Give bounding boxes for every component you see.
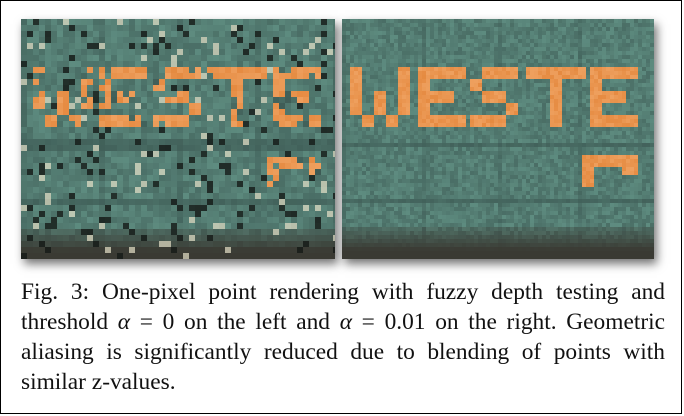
panel-right-alpha-0-01 — [342, 19, 654, 259]
caption-prefix: Fig. 3: One-pixel point rendering with f… — [21, 279, 665, 335]
smooth-render-image — [342, 19, 654, 259]
alpha-symbol-1: α — [117, 309, 131, 335]
alpha-symbol-2: α — [339, 309, 352, 335]
caption-middle: = 0 on the left and — [130, 309, 340, 335]
noisy-render-image — [21, 19, 335, 259]
panel-left-alpha-0 — [21, 19, 335, 259]
figure-caption: Fig. 3: One-pixel point rendering with f… — [21, 277, 665, 397]
caption-suffix: = 0.01 on the right. Geometric aliasing … — [21, 309, 665, 395]
